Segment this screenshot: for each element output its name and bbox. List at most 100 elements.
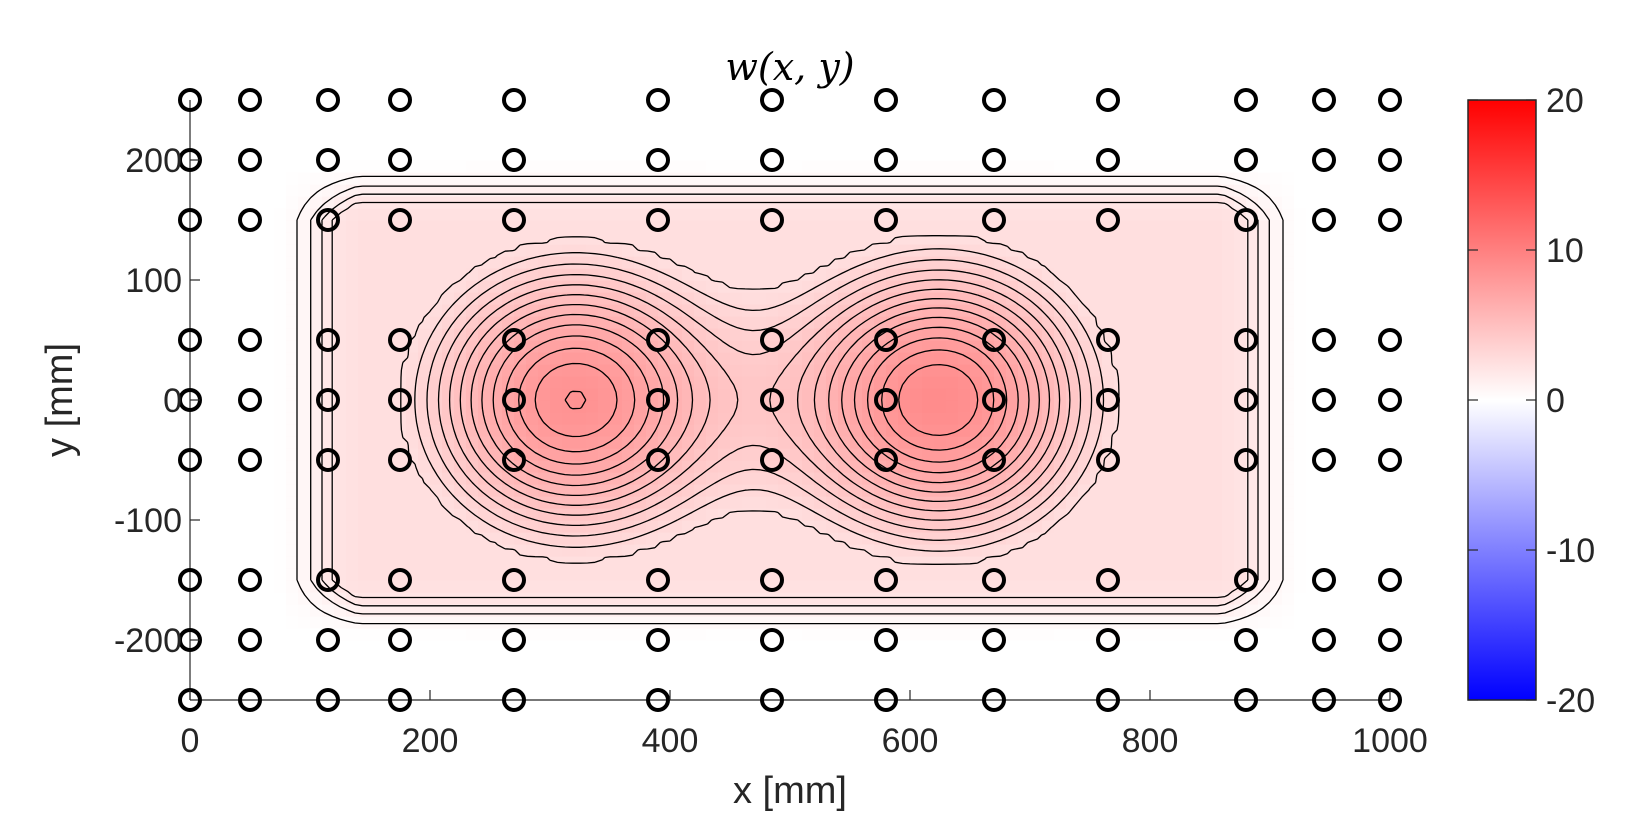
contour-cell	[574, 232, 587, 245]
contour-cell	[634, 352, 647, 365]
contour-cell	[1078, 304, 1091, 317]
contour-cell	[1186, 664, 1199, 677]
contour-cell	[874, 508, 887, 521]
contour-cell	[922, 412, 935, 425]
contour-cell	[1078, 136, 1091, 149]
contour-cell	[286, 544, 299, 557]
contour-cell	[1282, 100, 1295, 113]
contour-cell	[538, 388, 551, 401]
contour-cell	[874, 244, 887, 257]
contour-cell	[1354, 280, 1367, 293]
contour-cell	[1018, 400, 1031, 413]
contour-cell	[454, 640, 467, 653]
contour-cell	[1030, 640, 1043, 653]
contour-cell	[946, 532, 959, 545]
contour-cell	[442, 208, 455, 221]
contour-cell	[574, 676, 587, 689]
contour-cell	[922, 496, 935, 509]
contour-cell	[274, 268, 287, 281]
contour-cell	[1306, 268, 1319, 281]
contour-cell	[1378, 256, 1390, 269]
contour-cell	[1042, 160, 1055, 173]
contour-cell	[826, 232, 839, 245]
contour-cell	[790, 352, 803, 365]
contour-cell	[742, 148, 755, 161]
contour-cell	[1234, 376, 1247, 389]
contour-cell	[538, 184, 551, 197]
contour-cell	[346, 640, 359, 653]
contour-cell	[262, 280, 275, 293]
contour-cell	[1078, 232, 1091, 245]
contour-cell	[1210, 352, 1223, 365]
contour-cell	[802, 328, 815, 341]
contour-cell	[694, 628, 707, 641]
contour-cell	[946, 652, 959, 665]
contour-cell	[910, 520, 923, 533]
contour-cell	[946, 460, 959, 473]
contour-cell	[1114, 592, 1127, 605]
contour-cell	[1126, 364, 1139, 377]
contour-cell	[1222, 244, 1235, 257]
contour-cell	[526, 280, 539, 293]
contour-cell	[478, 244, 491, 257]
contour-cell	[1006, 592, 1019, 605]
contour-cell	[898, 148, 911, 161]
contour-cell	[1318, 520, 1331, 533]
contour-cell	[850, 148, 863, 161]
contour-cell	[250, 268, 263, 281]
contour-cell	[622, 316, 635, 329]
contour-cell	[886, 436, 899, 449]
contour-cell	[1030, 268, 1043, 281]
contour-cell	[1126, 256, 1139, 269]
contour-cell	[322, 244, 335, 257]
contour-cell	[1162, 496, 1175, 509]
contour-cell	[406, 616, 419, 629]
contour-cell	[850, 580, 863, 593]
contour-cell	[1378, 268, 1390, 281]
contour-cell	[202, 604, 215, 617]
contour-cell	[442, 676, 455, 689]
contour-cell	[1354, 592, 1367, 605]
contour-cell	[862, 352, 875, 365]
contour-cell	[922, 580, 935, 593]
contour-cell	[1342, 400, 1355, 413]
contour-cell	[202, 316, 215, 329]
contour-cell	[442, 568, 455, 581]
contour-cell	[1330, 592, 1343, 605]
contour-cell	[1270, 136, 1283, 149]
contour-cell	[286, 568, 299, 581]
contour-cell	[418, 688, 431, 700]
contour-cell	[802, 556, 815, 569]
contour-cell	[286, 520, 299, 533]
contour-cell	[1078, 328, 1091, 341]
contour-cell	[1270, 412, 1283, 425]
contour-cell	[262, 124, 275, 137]
contour-cell	[766, 292, 779, 305]
contour-cell	[1150, 436, 1163, 449]
contour-cell	[1258, 592, 1271, 605]
contour-cell	[1366, 592, 1379, 605]
contour-cell	[1198, 592, 1211, 605]
contour-cell	[1294, 676, 1307, 689]
contour-cell	[250, 244, 263, 257]
contour-cell	[514, 352, 527, 365]
contour-cell	[694, 316, 707, 329]
contour-cell	[826, 304, 839, 317]
contour-cell	[766, 496, 779, 509]
contour-cell	[1354, 208, 1367, 221]
contour-cell	[874, 136, 887, 149]
contour-cell	[1030, 340, 1043, 353]
contour-cell	[1330, 256, 1343, 269]
contour-cell	[1294, 664, 1307, 677]
contour-cell	[850, 652, 863, 665]
contour-cell	[802, 580, 815, 593]
contour-cell	[1306, 112, 1319, 125]
contour-cell	[766, 616, 779, 629]
contour-cell	[682, 616, 695, 629]
contour-cell	[670, 556, 683, 569]
contour-cell	[1210, 400, 1223, 413]
contour-cell	[982, 424, 995, 437]
contour-cell	[1150, 448, 1163, 461]
contour-cell	[490, 268, 503, 281]
contour-cell	[382, 256, 395, 269]
